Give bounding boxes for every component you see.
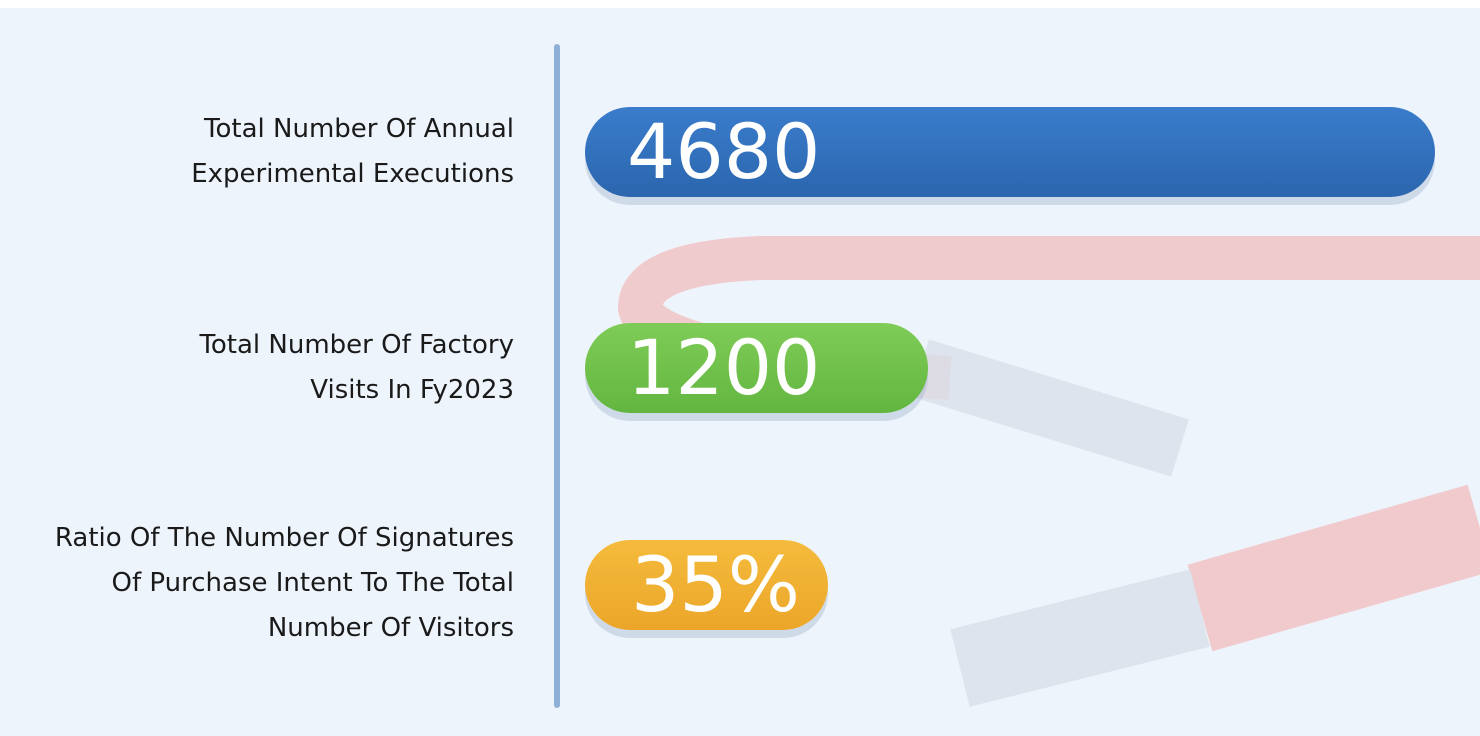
cable bbox=[1200, 528, 1480, 608]
stat-value: 4680 bbox=[585, 107, 1435, 197]
cable-wires bbox=[960, 608, 1200, 668]
label-line: Total Number Of Annual bbox=[191, 107, 514, 152]
stat-value: 1200 bbox=[585, 323, 928, 413]
label-line: Total Number Of Factory bbox=[199, 323, 514, 368]
cable-wires bbox=[920, 368, 1180, 448]
stat-value: 35% bbox=[585, 540, 828, 630]
label-line: Visits In Fy2023 bbox=[199, 368, 514, 413]
label-line: Of Purchase Intent To The Total bbox=[55, 561, 514, 606]
label-line: Number Of Visitors bbox=[55, 606, 514, 651]
page: Total Number Of AnnualExperimental Execu… bbox=[0, 0, 1480, 736]
divider bbox=[554, 44, 560, 708]
label-line: Ratio Of The Number Of Signatures bbox=[55, 516, 514, 561]
label-line: Experimental Executions bbox=[191, 152, 514, 197]
